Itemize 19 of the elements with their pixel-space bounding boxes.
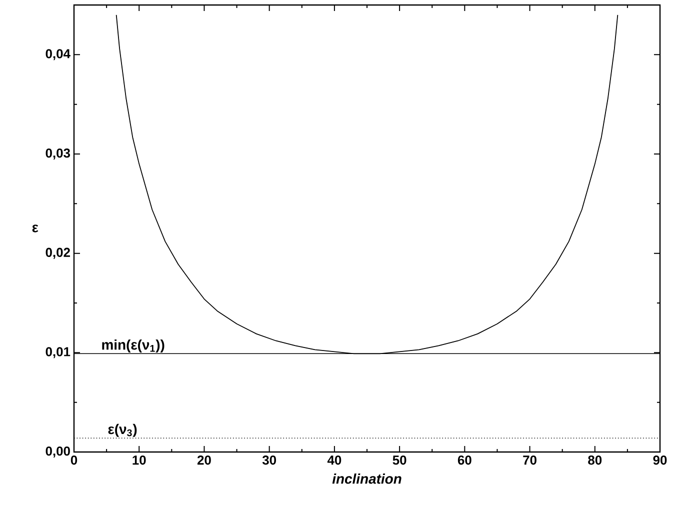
x-tick-label: 20 <box>197 456 211 465</box>
y-tick-label: 0,00 <box>46 446 70 458</box>
x-tick-label: 80 <box>588 456 602 465</box>
ref-line-label: ε(ν$_{3}$) <box>108 424 137 437</box>
x-tick-label: 70 <box>523 456 536 465</box>
y-axis-title: ε <box>32 224 38 232</box>
x-tick-label: 10 <box>132 456 146 465</box>
ref-line-label: min(ε(ν$_{1}$)) <box>102 339 164 352</box>
x-axis-title: inclination <box>332 474 402 484</box>
y-tick-label: 0,04 <box>46 49 70 60</box>
x-tick-label: 50 <box>392 456 406 465</box>
x-tick-label: 60 <box>458 456 472 465</box>
y-tick-label: 0,02 <box>46 248 70 259</box>
x-tick-label: 90 <box>653 456 667 465</box>
y-tick-label: 0,01 <box>46 347 70 358</box>
x-tick-label: 0 <box>70 456 78 465</box>
y-tick-label: 0,03 <box>46 148 70 160</box>
x-tick-label: 40 <box>327 456 342 465</box>
x-tick-label: 30 <box>262 456 276 465</box>
